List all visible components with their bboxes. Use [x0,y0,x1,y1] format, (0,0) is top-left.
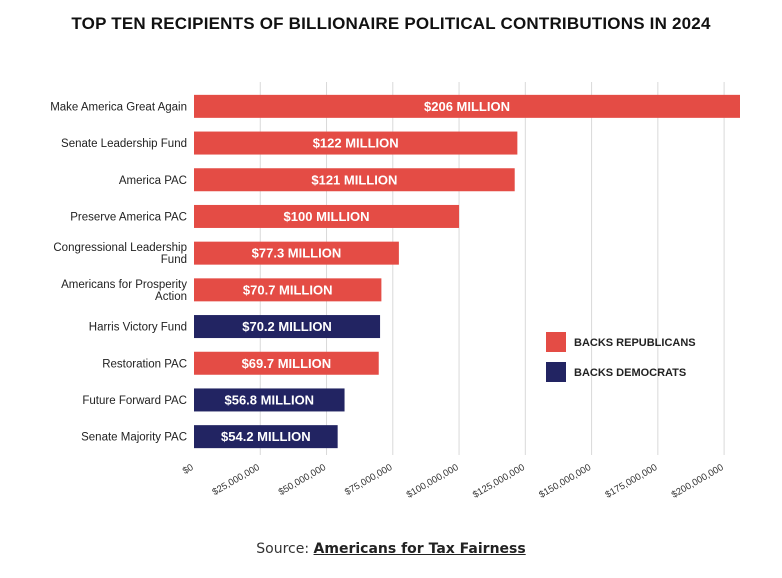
x-tick-label: $150,000,000 [537,462,593,501]
bar [194,94,740,118]
category-label-line: Preserve America PAC [70,211,187,223]
bar-value-label: $122 MILLION [313,136,399,151]
bar [194,388,345,412]
category-label: Harris Victory Fund [89,322,187,334]
category-label-line: America PAC [119,175,187,187]
category-label-line: Americans for Prosperity [61,279,187,291]
category-label: Senate Majority PAC [81,432,187,444]
x-tick-label: $100,000,000 [405,462,461,501]
bar [194,278,382,302]
source-link[interactable]: Americans for Tax Fairness [313,541,526,557]
x-tick-label: $0 [181,462,196,477]
x-tick-label: $175,000,000 [603,462,659,501]
bar [194,204,460,228]
source-prefix: Source: [256,541,314,557]
category-label: Congressional Leadership Fund [53,242,187,266]
bar [194,131,518,155]
category-label: Preserve America PAC [70,211,187,223]
x-tick-label: $75,000,000 [343,462,394,498]
category-label: Americans for Prosperity Action [61,279,187,303]
category-label-line: Congressional Leadership [53,242,187,254]
bar-value-label: $70.7 MILLION [243,282,333,297]
category-label-line: Harris Victory Fund [89,322,187,334]
bar-value-label: $77.3 MILLION [252,246,342,261]
bar-value-label: $100 MILLION [284,209,370,224]
bar-value-label: $70.2 MILLION [242,319,332,334]
source-line: Source: Americans for Tax Fairness [0,541,782,557]
chart-title: TOP TEN RECIPIENTS OF BILLIONAIRE POLITI… [71,14,711,33]
category-label: America PAC [119,175,187,187]
x-tick-label: $50,000,000 [277,462,328,498]
bar [194,241,399,265]
category-label-line: Senate Leadership Fund [61,138,187,150]
x-tick-label: $200,000,000 [670,462,726,501]
category-label: Make America Great Again [50,101,187,113]
category-label-line: Action [155,291,187,303]
category-label-line: Senate Majority PAC [81,432,187,444]
category-label: Future Forward PAC [82,395,187,407]
bar-value-label: $206 MILLION [424,99,510,114]
bar-value-label: $69.7 MILLION [242,356,332,371]
category-label: Senate Leadership Fund [61,138,187,150]
bar-chart: $206 MILLION Make America Great Again $122… [50,82,740,501]
legend-swatch [546,362,566,382]
bar [194,168,515,192]
category-label-line: Future Forward PAC [82,395,187,407]
bar-value-label: $54.2 MILLION [221,429,311,444]
legend-label: BACKS REPUBLICANS [574,337,696,349]
legend-label: BACKS DEMOCRATS [574,367,686,379]
bar-value-label: $56.8 MILLION [224,392,314,407]
bar-value-label: $121 MILLION [311,172,397,187]
category-label-line: Make America Great Again [50,101,187,113]
x-tick-label: $25,000,000 [210,462,261,498]
bar [194,351,379,375]
x-tick-label: $125,000,000 [471,462,527,501]
bar [194,425,338,449]
category-label: Restoration PAC [102,358,187,370]
category-label-line: Fund [161,254,187,266]
legend-swatch [546,332,566,352]
category-label-line: Restoration PAC [102,358,187,370]
bar [194,315,381,339]
